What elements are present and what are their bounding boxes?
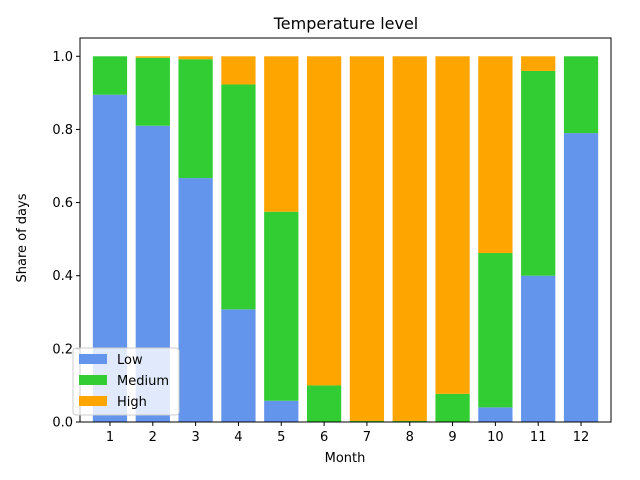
axes-layer: 0.00.20.40.60.81.01 2 3 4 5 6 7 8 9 10 11 12 <box>52 37 612 445</box>
y-tick-label: 0.6 <box>52 196 73 211</box>
y-tick-label: 0.4 <box>52 269 73 284</box>
x-tick-label: 5 <box>277 430 285 445</box>
bar-low-month-4 <box>221 309 256 422</box>
bar-medium-month-11 <box>521 70 556 276</box>
x-tick-label: 1 <box>106 430 114 445</box>
bar-low-month-12 <box>563 133 599 422</box>
x-axis-label: Month <box>325 451 366 466</box>
x-tick-label: 11 <box>530 430 547 445</box>
legend-swatch-medium <box>79 375 107 385</box>
bar-high-month-8 <box>392 56 427 421</box>
bar-high-month-7 <box>349 56 385 421</box>
legend-label-high: High <box>117 395 147 410</box>
bar-low-month-3 <box>178 178 213 422</box>
bar-high-month-2 <box>135 56 170 58</box>
x-tick-label: 4 <box>234 430 242 445</box>
legend: Low Medium High <box>72 347 180 416</box>
y-tick-label: 0.8 <box>52 123 73 138</box>
x-tick-label: 8 <box>406 430 414 445</box>
y-tick-label: 1.0 <box>52 50 73 65</box>
bar-medium-month-5 <box>264 211 299 401</box>
x-tick-label: 2 <box>149 430 157 445</box>
x-tick-label: 6 <box>320 430 328 445</box>
x-tick-label: 9 <box>448 430 456 445</box>
bar-medium-month-12 <box>563 56 599 134</box>
bar-medium-month-4 <box>221 84 256 310</box>
y-tick-label: 0.2 <box>52 342 73 357</box>
bar-high-month-5 <box>264 56 299 212</box>
legend-swatch-low <box>79 354 107 364</box>
bar-high-month-6 <box>306 56 342 386</box>
bar-medium-month-2 <box>135 57 170 126</box>
bar-low-month-5 <box>264 400 299 422</box>
bar-medium-month-10 <box>478 253 513 408</box>
x-tick-label: 7 <box>363 430 371 445</box>
bar-medium-month-7 <box>349 420 385 422</box>
bar-medium-month-9 <box>435 393 470 422</box>
bar-medium-month-3 <box>178 59 213 179</box>
bar-high-month-10 <box>478 56 513 254</box>
bar-medium-month-1 <box>92 56 128 95</box>
bar-medium-month-6 <box>306 385 342 422</box>
y-axis-label: Share of days <box>15 193 30 282</box>
bar-medium-month-8 <box>392 420 427 422</box>
bars-layer <box>92 56 599 423</box>
bar-high-month-9 <box>435 56 470 394</box>
plot-frame <box>79 37 612 423</box>
bar-high-month-3 <box>178 56 213 60</box>
bar-high-month-11 <box>521 56 556 71</box>
bar-low-month-11 <box>521 275 556 422</box>
x-tick-label: 10 <box>487 430 504 445</box>
x-tick-label: 3 <box>191 430 199 445</box>
legend-label-medium: Medium <box>117 374 169 389</box>
y-tick-label: 0.0 <box>52 416 73 431</box>
bar-low-month-10 <box>478 407 513 422</box>
chart-title: Temperature level <box>273 14 418 33</box>
legend-swatch-high <box>79 396 107 406</box>
x-tick-label: 12 <box>573 430 590 445</box>
bar-high-month-4 <box>221 56 256 85</box>
legend-label-low: Low <box>117 353 143 368</box>
